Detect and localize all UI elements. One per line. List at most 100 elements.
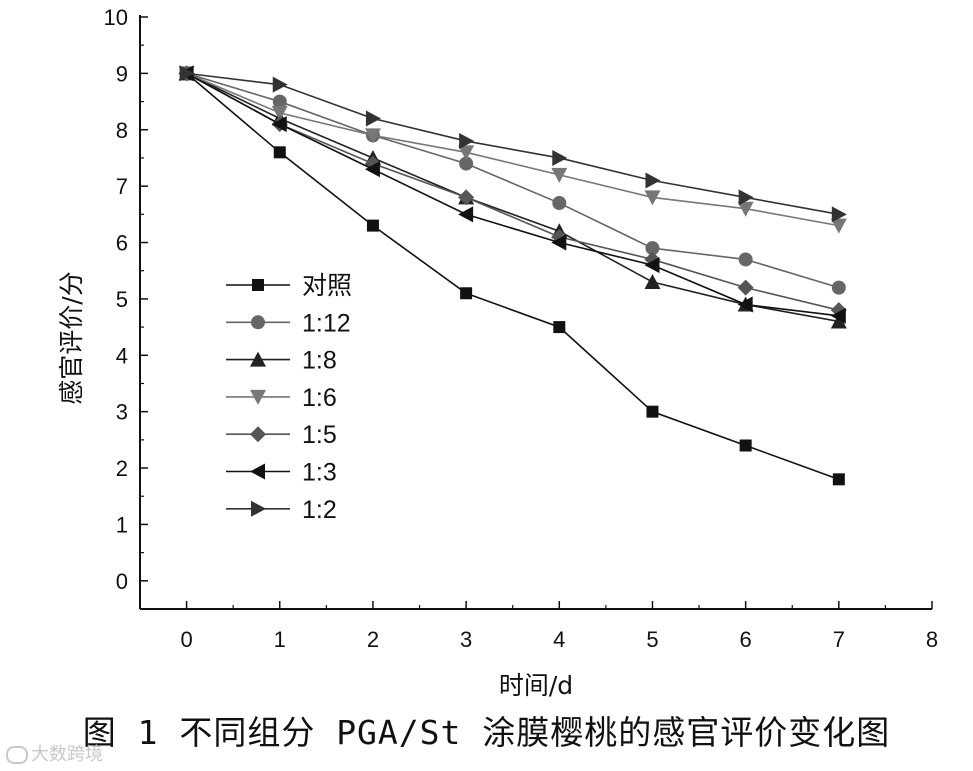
data-point — [645, 241, 660, 256]
data-point — [739, 439, 752, 452]
y-tick-label: 7 — [116, 174, 128, 199]
chart-axes: 0 1 2 3 4 5 6 7 8 9 10 0 1 2 3 4 5 6 7 8 时间/d 感官评价/分 — [57, 5, 938, 700]
data-point — [552, 149, 568, 166]
data-point — [738, 189, 754, 206]
data-point — [458, 145, 475, 161]
chart-legend: 对照 1:12 1:8 1:6 1:5 1:3 1:2 — [226, 272, 352, 524]
series-line — [186, 72, 840, 311]
data-point — [646, 405, 659, 418]
y-tick-label: 2 — [116, 456, 128, 481]
legend-label: 1:6 — [302, 384, 337, 412]
y-tick-label: 1 — [116, 512, 128, 537]
series-7 — [179, 65, 847, 223]
data-point — [366, 219, 379, 232]
series-2 — [179, 66, 846, 295]
legend-label: 对照 — [302, 272, 352, 300]
data-point — [644, 190, 661, 206]
series-line — [186, 72, 839, 227]
data-point — [551, 167, 568, 183]
legend-item: 1:3 — [226, 459, 337, 487]
legend-marker — [250, 389, 266, 405]
y-tick-label: 0 — [116, 569, 128, 594]
data-point — [831, 206, 847, 223]
legend-marker — [250, 463, 265, 480]
sensory-evaluation-chart: 0 1 2 3 4 5 6 7 8 9 10 0 1 2 3 4 5 6 7 8 时间/d 感官评价/分 对照 1:12 1:… — [57, 5, 938, 700]
data-point — [830, 307, 846, 324]
data-point — [459, 156, 474, 171]
x-tick-label: 6 — [740, 627, 752, 652]
legend-item: 1:8 — [226, 347, 337, 375]
data-point — [271, 116, 287, 133]
x-tick-label: 2 — [367, 627, 379, 652]
data-point — [458, 206, 474, 223]
watermark-text: 大数跨境 — [31, 744, 103, 765]
y-tick-label: 5 — [116, 287, 128, 312]
x-tick-label: 7 — [833, 627, 845, 652]
watermark-logo-icon — [6, 746, 28, 764]
data-point — [364, 128, 381, 144]
series-line — [186, 72, 839, 216]
x-tick-label: 4 — [553, 627, 565, 652]
data-point — [551, 234, 567, 251]
chart-series — [178, 65, 847, 486]
x-tick-label: 0 — [180, 627, 192, 652]
legend-marker — [250, 426, 266, 443]
data-point — [831, 280, 846, 295]
data-point — [179, 65, 195, 82]
legend-label: 1:5 — [302, 421, 337, 449]
legend-item: 1:6 — [226, 384, 337, 412]
y-tick-label: 8 — [116, 118, 128, 143]
legend-item: 对照 — [226, 272, 352, 300]
data-point — [271, 105, 288, 121]
data-point — [644, 257, 660, 274]
data-point — [272, 94, 287, 109]
data-point — [272, 76, 288, 93]
data-point — [832, 473, 845, 486]
series-line — [186, 72, 840, 289]
legend-marker — [252, 279, 264, 291]
legend-marker — [251, 500, 266, 517]
legend-label: 1:3 — [302, 459, 337, 487]
series-line — [186, 72, 839, 323]
data-point — [273, 146, 286, 159]
x-axis-label: 时间/d — [499, 671, 573, 700]
data-point — [737, 296, 753, 313]
data-point — [737, 201, 754, 217]
data-point — [737, 279, 754, 296]
legend-label: 1:2 — [302, 496, 337, 524]
series-line — [186, 72, 839, 317]
data-point — [830, 218, 847, 234]
series-line — [186, 72, 840, 481]
legend-label: 1:12 — [302, 309, 351, 337]
legend-item: 1:12 — [226, 309, 351, 337]
y-tick-label: 9 — [116, 61, 128, 86]
x-tick-label: 1 — [274, 627, 286, 652]
data-point — [460, 287, 473, 300]
y-tick-label: 3 — [116, 400, 128, 425]
y-tick-label: 4 — [116, 343, 128, 368]
data-point — [552, 196, 567, 211]
y-tick-label: 6 — [116, 231, 128, 256]
x-tick-label: 5 — [646, 627, 658, 652]
x-tick-label: 3 — [460, 627, 472, 652]
legend-label: 1:8 — [302, 347, 337, 375]
y-tick-label: 10 — [104, 5, 128, 30]
data-point — [459, 133, 475, 150]
y-axis-label: 感官评价/分 — [57, 271, 86, 404]
data-point — [830, 313, 847, 329]
legend-marker — [251, 315, 265, 330]
data-point — [738, 252, 753, 267]
data-point — [364, 161, 380, 178]
figure-caption: 图 1 不同组分 PGA/St 涂膜樱桃的感官评价变化图 — [82, 713, 891, 752]
data-point — [365, 110, 381, 127]
legend-item: 1:2 — [226, 496, 337, 524]
series-6 — [178, 65, 846, 324]
legend-item: 1:5 — [226, 421, 337, 449]
watermark: 大数跨境 — [6, 740, 103, 766]
data-point — [644, 273, 661, 289]
data-point — [553, 321, 566, 334]
data-point — [458, 189, 475, 206]
legend-marker — [250, 351, 266, 367]
x-tick-label: 8 — [926, 627, 938, 652]
data-point — [645, 172, 661, 189]
